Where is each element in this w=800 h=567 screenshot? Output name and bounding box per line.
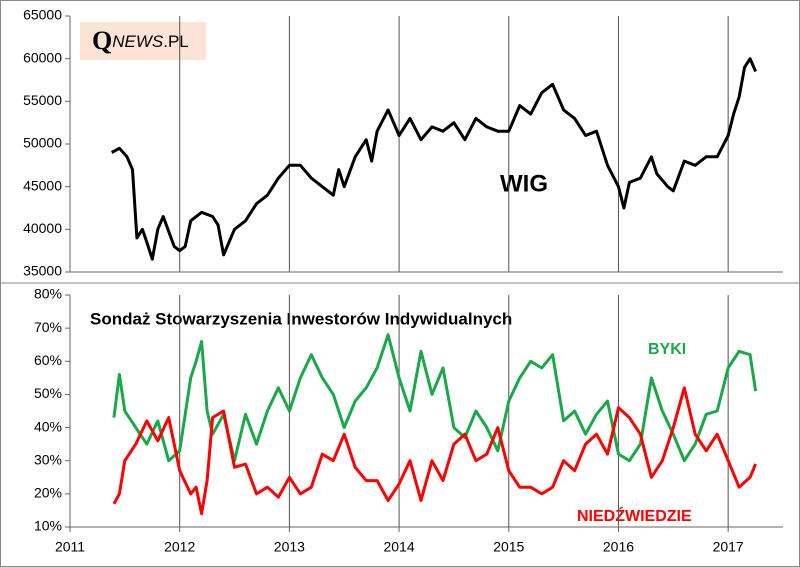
y-tick-label: 30% — [34, 451, 62, 467]
logo-news: NEWS — [112, 32, 164, 51]
chart-title: Sondaż Stowarzyszenia Inwestorów Indywid… — [90, 309, 512, 328]
y-tick-label: 60000 — [23, 49, 62, 65]
y-tick-label: 35000 — [23, 263, 62, 279]
series-line — [112, 333, 758, 463]
x-tick-label: 2016 — [603, 539, 634, 555]
logo-q: Q — [92, 26, 112, 55]
annotation: WIG — [500, 170, 548, 197]
x-tick-label: 2017 — [713, 539, 744, 555]
x-tick-label: 2014 — [383, 539, 414, 555]
x-tick-label: 2011 — [55, 539, 85, 555]
logo-box — [80, 22, 206, 60]
series-line — [110, 57, 757, 261]
series-label: BYKI — [648, 341, 686, 358]
x-tick-label: 2015 — [493, 539, 524, 555]
y-tick-label: 55000 — [23, 92, 62, 108]
y-tick-label: 70% — [34, 319, 62, 335]
y-tick-label: 20% — [34, 485, 62, 501]
y-tick-label: 40% — [34, 418, 62, 434]
y-tick-label: 50000 — [23, 135, 62, 151]
logo-pl: .PL — [163, 32, 189, 51]
y-tick-label: 50% — [34, 385, 62, 401]
x-tick-label: 2013 — [274, 539, 305, 555]
y-tick-label: 65000 — [23, 7, 62, 23]
y-tick-label: 45000 — [23, 177, 62, 193]
y-tick-label: 10% — [34, 518, 62, 534]
series-label: NIEDŹWIEDZIE — [577, 506, 692, 525]
y-tick-label: 40000 — [23, 220, 62, 236]
x-tick-label: 2012 — [164, 539, 195, 555]
series-line — [112, 386, 757, 516]
y-tick-label: 60% — [34, 352, 62, 368]
y-tick-label: 80% — [34, 286, 62, 302]
logo: QNEWS.PL — [92, 26, 189, 55]
